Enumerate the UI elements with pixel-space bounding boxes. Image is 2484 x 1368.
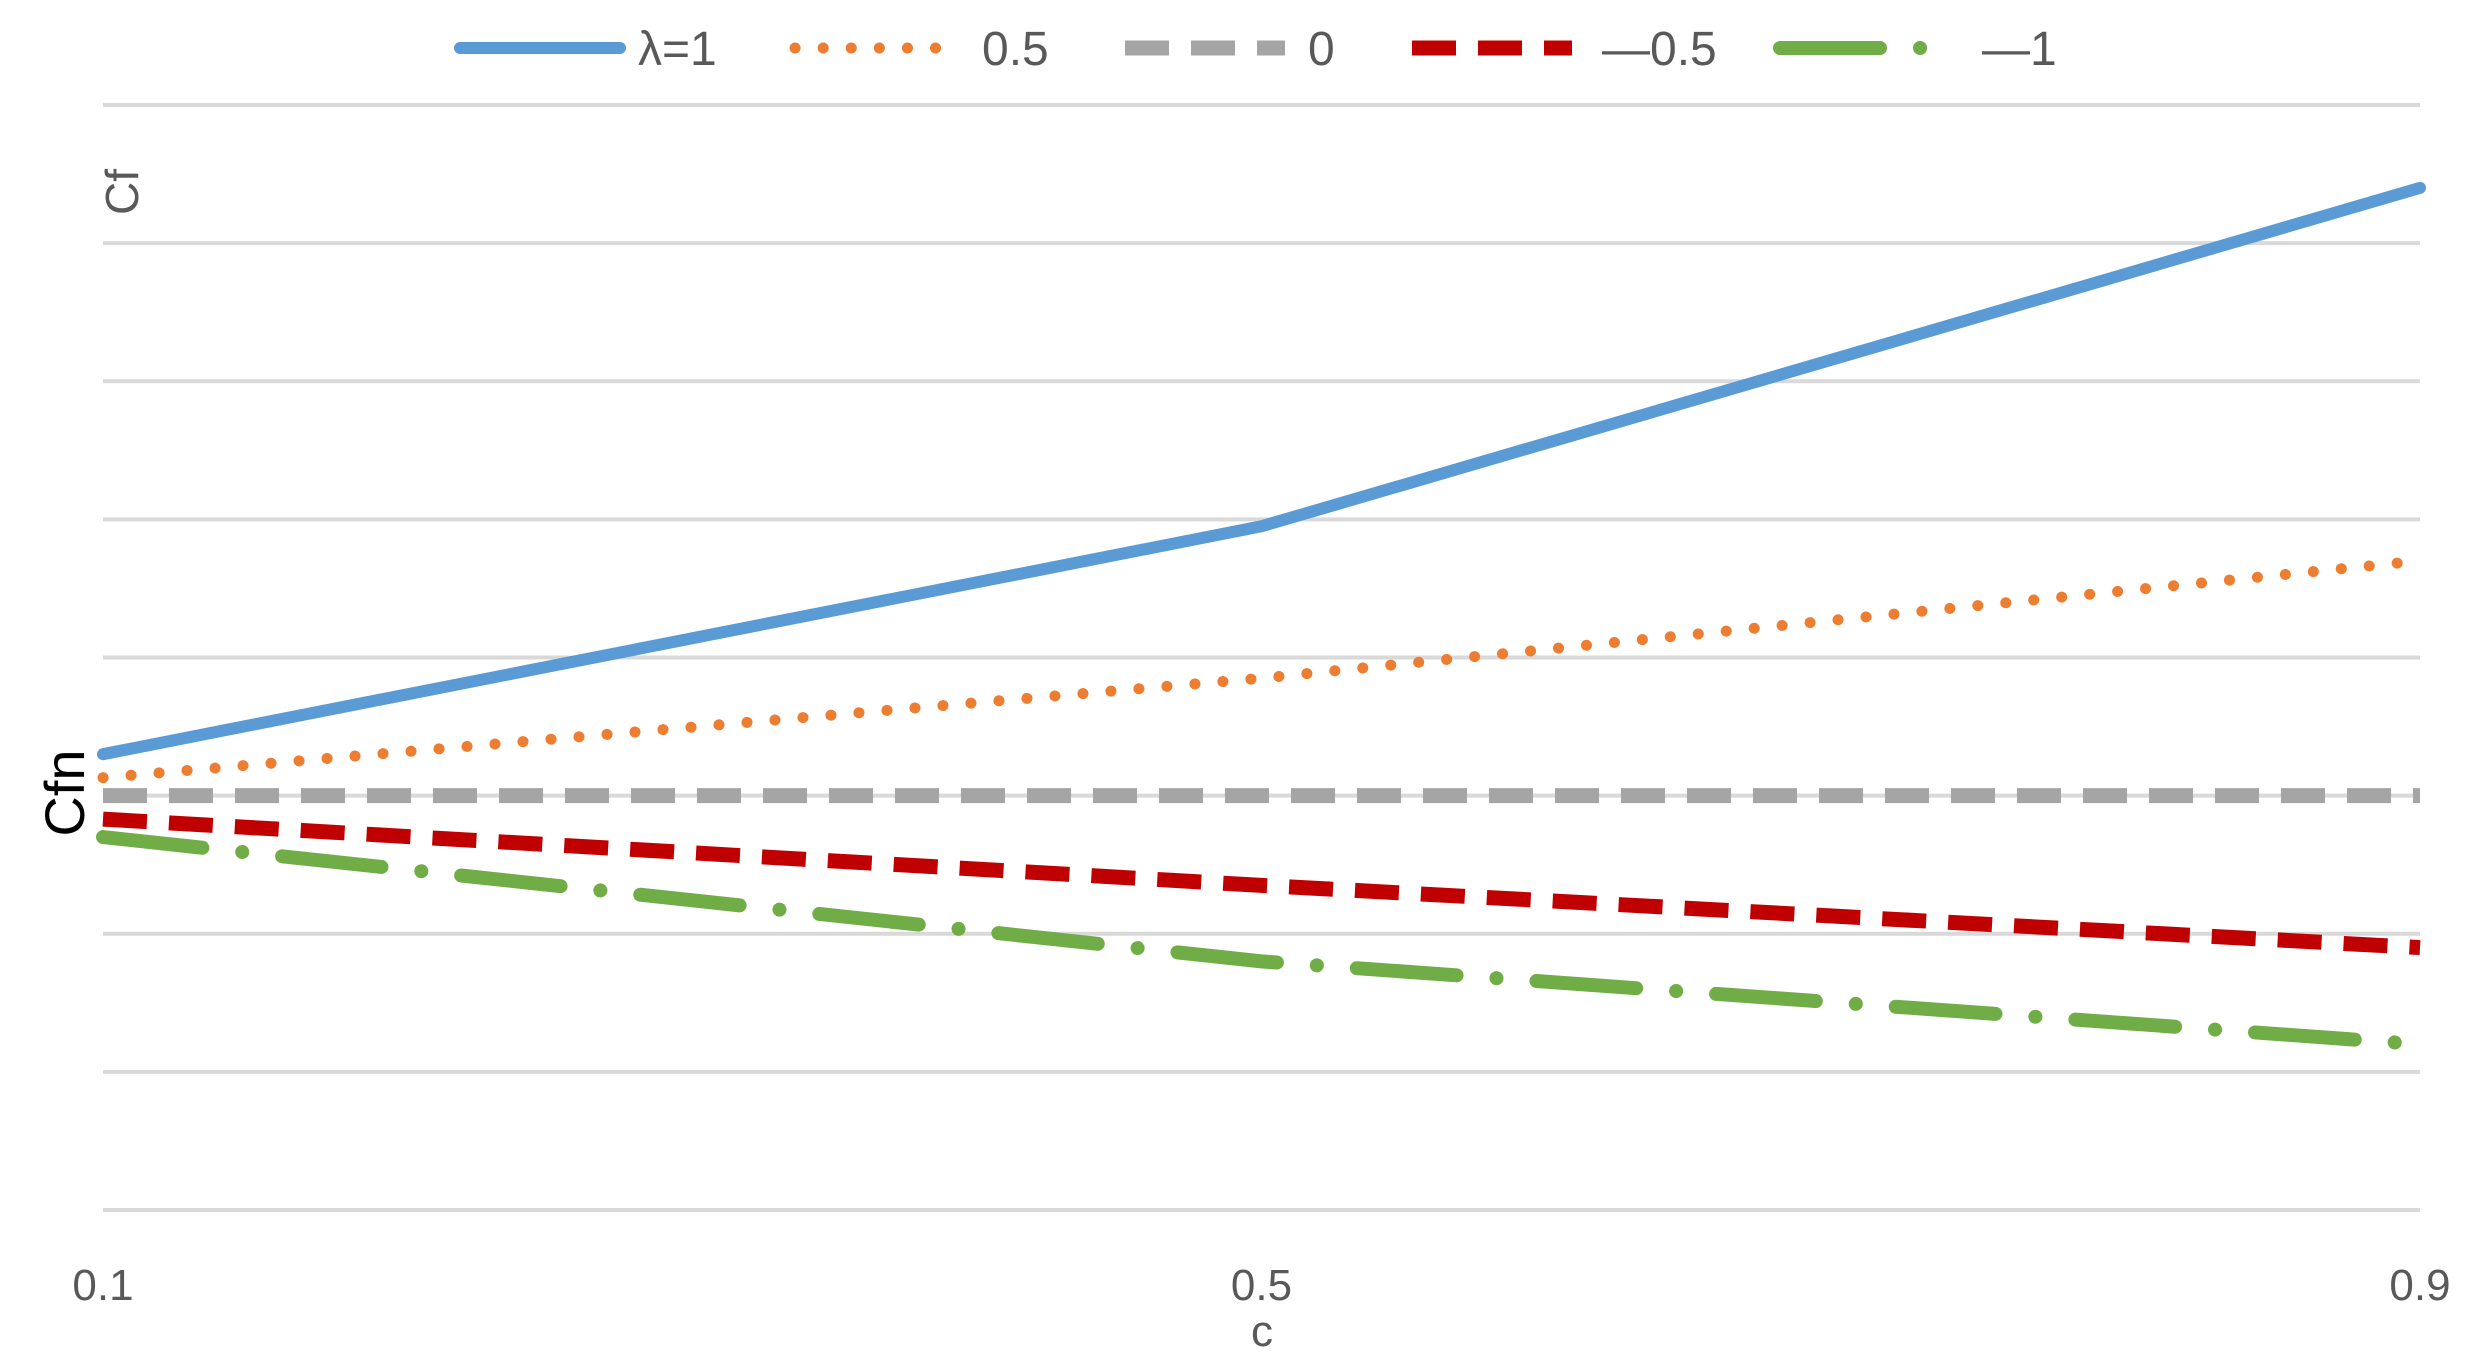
gridlines xyxy=(103,103,2420,1212)
series-line-5 xyxy=(96,830,2427,1052)
legend-label-4: —0.5 xyxy=(1602,23,1717,76)
series-line-1 xyxy=(97,181,2426,761)
x-axis-label: c xyxy=(1251,1307,1273,1356)
x-tick-label: 0.5 xyxy=(1231,1261,1292,1310)
legend-label-3: 0 xyxy=(1308,23,1335,76)
y-axis-label-cf: Cf xyxy=(96,169,148,215)
legend-label-5: —1 xyxy=(1982,23,2057,76)
series-line-2 xyxy=(97,555,2426,784)
legend: λ=1 0.5 0 —0.5 —1 xyxy=(454,23,2057,76)
legend-label-2: 0.5 xyxy=(982,23,1049,76)
y-axis-label-cfn: Cfn xyxy=(33,749,96,836)
x-tick-label: 0.1 xyxy=(72,1261,133,1310)
series-line-4 xyxy=(102,811,2421,956)
x-tick-label: 0.9 xyxy=(2389,1261,2450,1310)
series-lines xyxy=(96,181,2427,1052)
legend-label-1: λ=1 xyxy=(638,23,717,76)
x-tick-labels: 0.1 0.5 0.9 xyxy=(72,1261,2450,1310)
